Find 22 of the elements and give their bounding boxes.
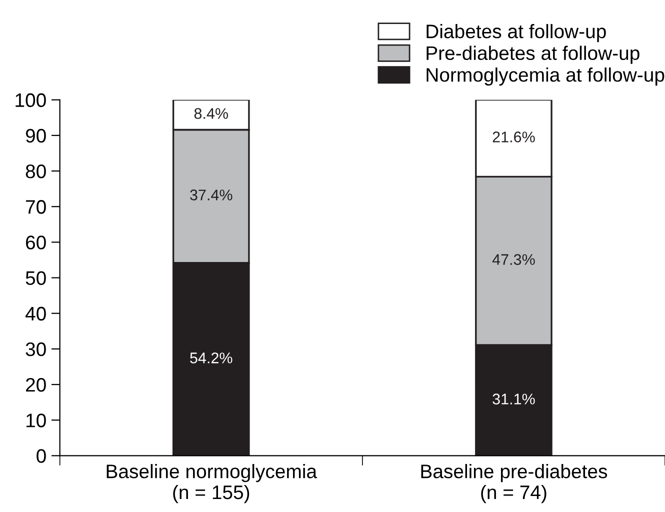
legend-label: Pre-diabetes at follow-up	[426, 46, 640, 64]
y-tick-label: 60	[26, 236, 46, 250]
data-label: 37.4%	[190, 190, 232, 200]
y-tick-label: 80	[26, 164, 46, 178]
y-tick-label: 90	[26, 128, 46, 143]
legend-label: Normoglycemia at follow-up	[426, 67, 664, 86]
y-tick-label: 40	[25, 306, 46, 321]
data-label: 54.2%	[190, 352, 232, 364]
data-label: 8.4%	[194, 108, 228, 119]
y-tick-label: 70	[26, 200, 46, 214]
legend-label: Diabetes at follow-up	[426, 24, 606, 42]
x-tick-label: Baseline pre-diabetes (n = 74)	[421, 464, 608, 504]
data-label: 31.1%	[492, 394, 535, 404]
y-tick-label: 10	[26, 414, 46, 428]
y-tick-label: 100	[16, 93, 46, 108]
data-label: 47.3%	[492, 254, 535, 265]
x-tick-label: Baseline normoglycemia (n = 155)	[106, 464, 318, 504]
data-label: 21.6%	[492, 132, 535, 142]
y-tick-label: 0	[36, 449, 46, 463]
y-tick-label: 50	[26, 271, 46, 285]
y-tick-label: 30	[26, 342, 46, 356]
y-tick-label: 20	[26, 378, 46, 392]
